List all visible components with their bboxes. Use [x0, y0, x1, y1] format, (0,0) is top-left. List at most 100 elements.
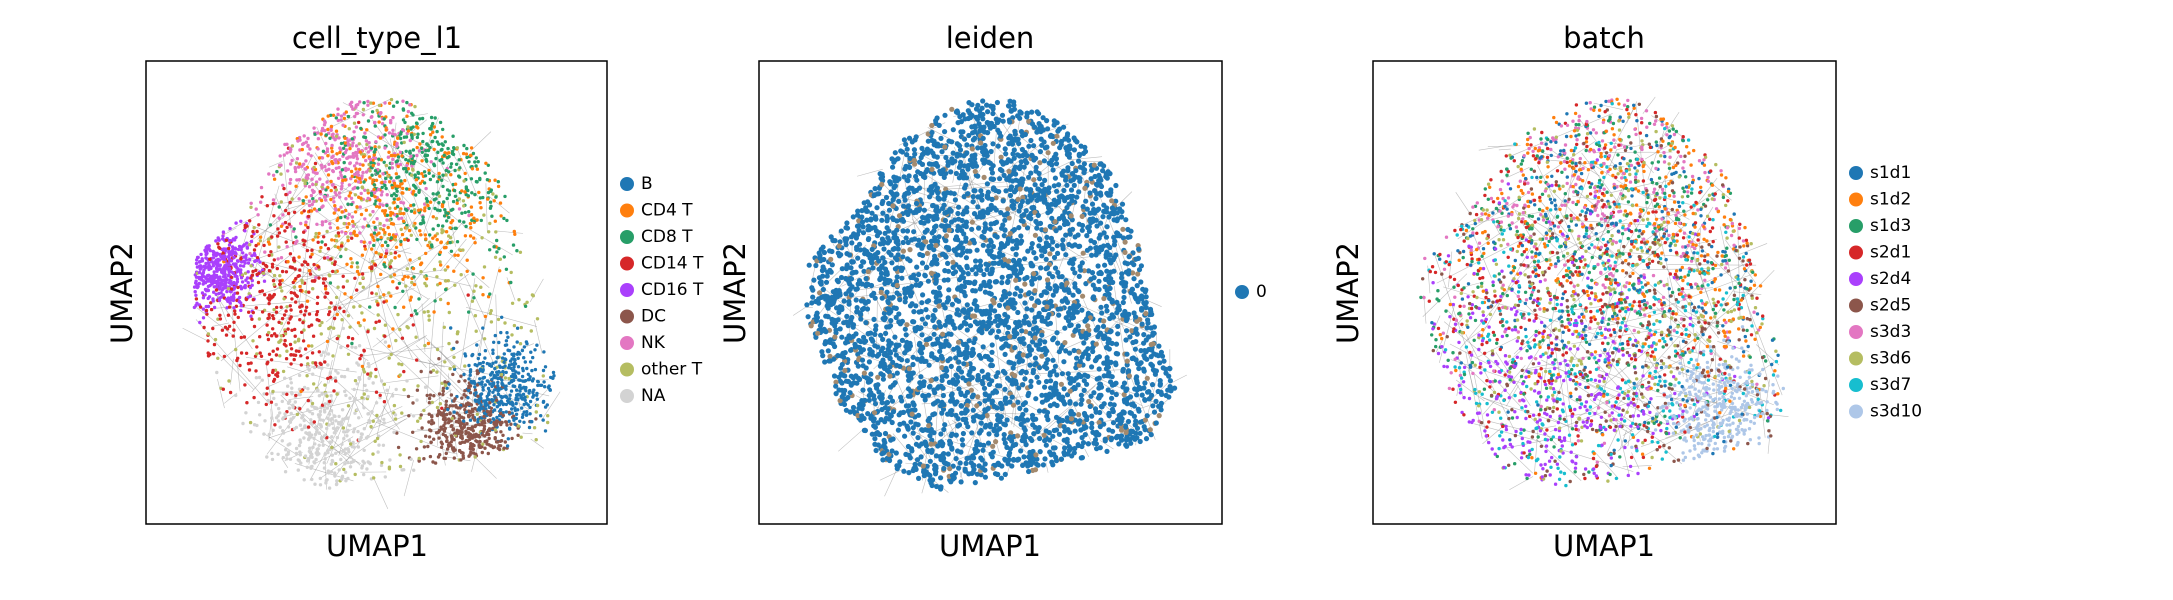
scatter-point	[382, 262, 386, 267]
scatter-point	[366, 188, 370, 193]
scatter-point	[534, 410, 538, 414]
scatter-point	[502, 255, 506, 259]
scatter-point	[1004, 417, 1010, 423]
scatter-point	[286, 321, 291, 325]
scatter-point	[423, 275, 427, 279]
scatter-point	[374, 250, 378, 255]
scatter-point	[297, 392, 301, 397]
scatter-point	[274, 310, 279, 314]
scatter-point	[886, 207, 893, 213]
scatter-point	[302, 418, 306, 423]
scatter-point	[396, 445, 401, 450]
scatter-point	[351, 107, 355, 111]
scatter-point	[257, 223, 261, 227]
scatter-point	[263, 293, 267, 297]
scatter-point	[271, 370, 275, 375]
scatter-point	[1060, 237, 1066, 243]
scatter-point	[336, 226, 340, 230]
scatter-point	[543, 365, 548, 369]
scatter-point	[331, 161, 335, 166]
scatter-point	[276, 452, 280, 456]
graph-edge	[534, 319, 543, 354]
scatter-point	[337, 414, 341, 419]
scatter-point	[317, 231, 321, 236]
scatter-point	[227, 305, 232, 309]
scatter-point	[254, 369, 258, 373]
scatter-point	[440, 178, 444, 182]
scatter-point	[387, 150, 391, 154]
scatter-point	[329, 418, 333, 422]
scatter-point	[488, 221, 492, 226]
scatter-point	[356, 180, 361, 184]
scatter-point	[491, 381, 495, 386]
scatter-point	[228, 390, 233, 395]
scatter-point	[204, 304, 208, 309]
scatter-point	[360, 364, 365, 369]
scatter-point	[357, 376, 361, 380]
scatter-point	[488, 401, 492, 405]
scatter-point	[417, 297, 421, 301]
scatter-point	[520, 415, 525, 419]
scatter-point	[445, 219, 449, 223]
scatter-point	[306, 362, 310, 366]
scatter-point	[382, 223, 386, 228]
scatter-point	[481, 433, 485, 437]
scatter-point	[411, 183, 416, 187]
scatter-point	[462, 425, 466, 429]
scatter-point	[315, 301, 320, 306]
scatter-point	[279, 338, 283, 342]
scatter-point	[445, 196, 449, 201]
scatter-point	[271, 279, 276, 283]
scatter-point	[300, 147, 304, 152]
scatter-point	[353, 411, 357, 415]
scatter-point	[488, 382, 492, 386]
scatter-point	[373, 439, 377, 443]
scatter-point	[329, 124, 334, 129]
scatter-point	[346, 344, 350, 348]
scatter-point	[330, 445, 334, 450]
scatter-point	[363, 244, 367, 248]
graph-edge	[367, 391, 394, 439]
scatter-point	[382, 421, 386, 425]
scatter-point	[347, 222, 351, 226]
scatter-point	[493, 333, 497, 338]
scatter-point	[341, 274, 345, 278]
scatter-point	[464, 224, 468, 229]
scatter-point	[252, 395, 256, 400]
scatter-point	[422, 220, 426, 225]
scatter-point	[251, 339, 255, 343]
scatter-point	[372, 243, 376, 248]
scatter-point	[507, 349, 512, 353]
scatter-point	[289, 308, 293, 312]
scatter-point	[372, 121, 377, 125]
scatter-point	[206, 284, 211, 289]
scatter-point	[346, 235, 350, 239]
scatter-point	[378, 202, 382, 206]
scatter-point	[282, 153, 286, 157]
scatter-point	[472, 236, 476, 240]
scatter-point	[498, 201, 503, 205]
graph-edge	[341, 244, 429, 300]
scatter-point	[355, 408, 359, 412]
scatter-point	[491, 417, 495, 421]
scatter-point	[249, 205, 253, 209]
graph-edge	[401, 271, 420, 341]
scatter-point	[384, 249, 389, 253]
scatter-point	[319, 132, 323, 136]
scatter-point	[369, 161, 373, 165]
scatter-point	[458, 406, 462, 410]
scatter-point	[319, 353, 323, 357]
scatter-point	[436, 223, 440, 228]
scatter-point	[262, 243, 266, 248]
graph-edge	[238, 254, 316, 276]
scatter-point	[371, 178, 375, 182]
scatter-point	[373, 263, 378, 267]
scatter-point	[514, 401, 518, 406]
scatter-point	[413, 208, 417, 212]
scatter-point	[497, 246, 501, 251]
scatter-point	[1134, 392, 1140, 398]
scatter-point	[382, 382, 387, 386]
scatter-point	[378, 295, 382, 299]
scatter-point	[326, 363, 330, 367]
graph-edge	[417, 361, 530, 382]
